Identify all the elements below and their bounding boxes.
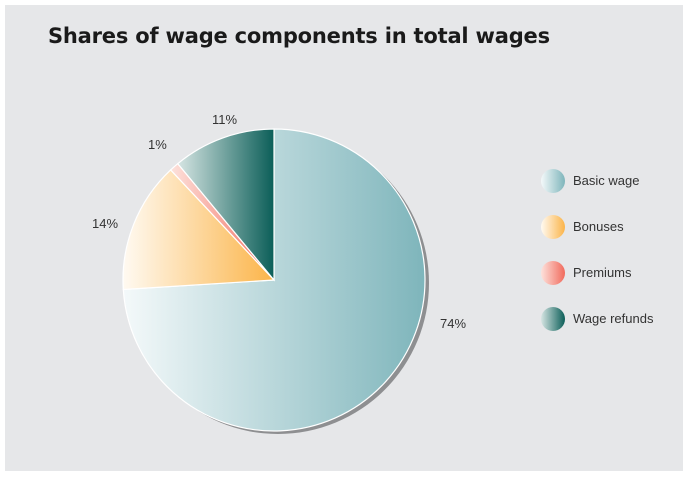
pie-slice-bonuses xyxy=(122,169,276,291)
legend-label-premiums: Premiums xyxy=(573,265,632,280)
legend-label-wage-refunds: Wage refunds xyxy=(573,311,654,326)
data-label-bonuses: 14% xyxy=(92,216,118,231)
legend-label-bonuses: Bonuses xyxy=(573,219,624,234)
legend-swatch-premiums xyxy=(541,261,565,285)
legend-label-basic-wage: Basic wage xyxy=(573,173,640,188)
legend-swatch-basic-wage xyxy=(541,169,565,193)
data-label-wage-refunds: 11% xyxy=(212,112,237,127)
data-label-premiums: 1% xyxy=(148,137,167,152)
legend-swatch-bonuses xyxy=(541,215,565,239)
legend-swatch-wage-refunds xyxy=(541,307,565,331)
chart-title: Shares of wage components in total wages xyxy=(48,24,550,48)
pie-slice-wage-refunds xyxy=(176,128,275,282)
data-label-basic-wage: 74% xyxy=(440,316,466,331)
